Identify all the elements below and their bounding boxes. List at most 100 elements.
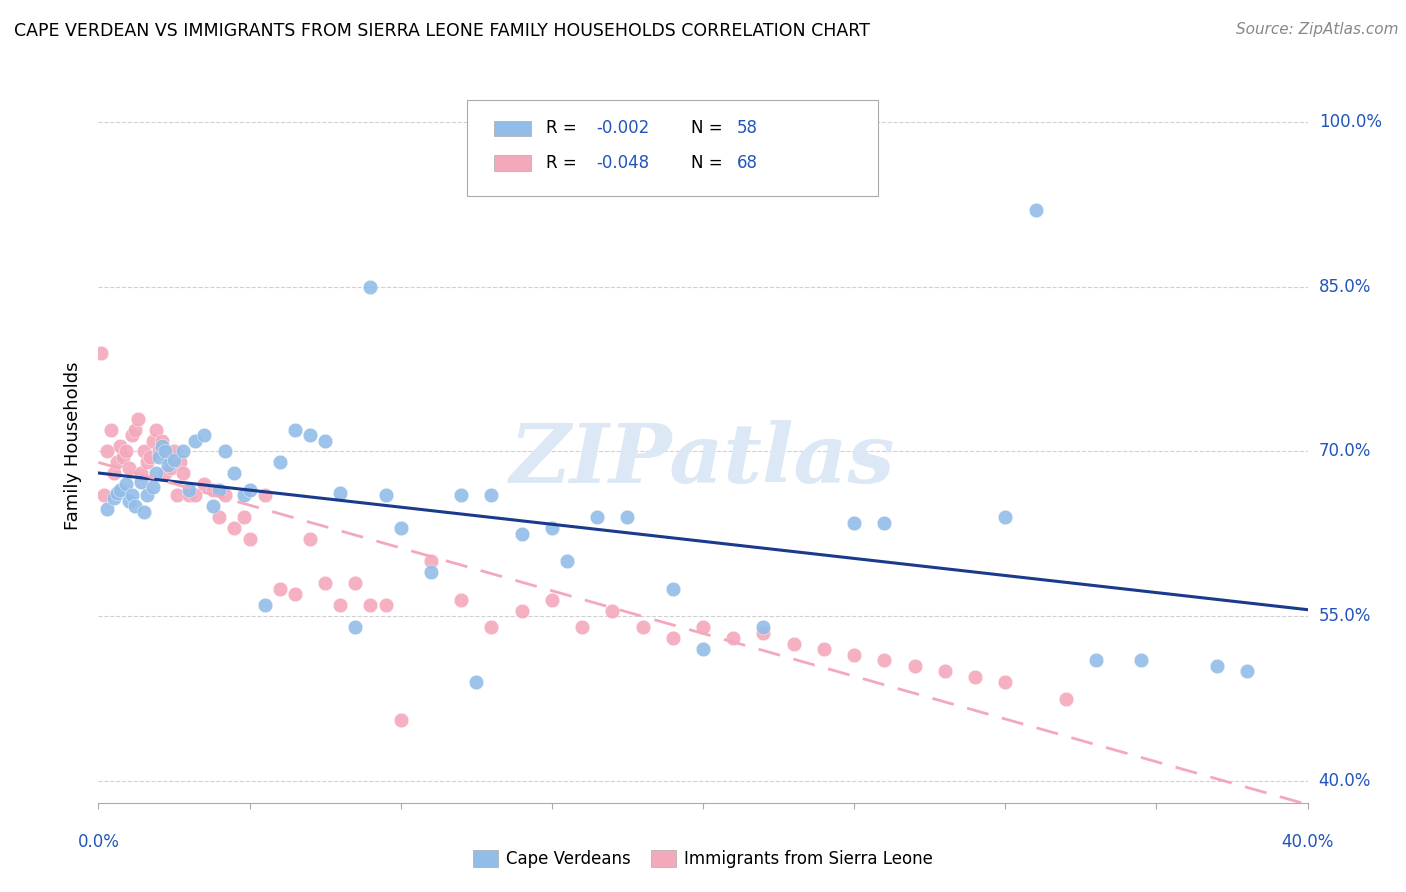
Point (172, 444, 194, 458)
Point (616, 510, 638, 524)
Point (224, 467, 246, 481)
Point (177, 488, 201, 502)
Point (752, 620, 775, 634)
Point (124, 423, 146, 437)
Point (114, 444, 136, 458)
Point (148, 444, 170, 458)
Point (129, 467, 152, 481)
Text: Source: ZipAtlas.com: Source: ZipAtlas.com (1236, 22, 1399, 37)
Point (93, 488, 115, 502)
Point (314, 434, 336, 448)
Point (145, 423, 167, 437)
Point (153, 444, 176, 458)
Point (172, 467, 194, 481)
Point (904, 658, 927, 673)
Text: 70.0%: 70.0% (1319, 442, 1371, 460)
Point (329, 598, 352, 612)
Point (148, 450, 170, 464)
Point (124, 500, 146, 514)
FancyBboxPatch shape (494, 155, 531, 170)
Point (813, 642, 835, 657)
Point (481, 620, 503, 634)
Point (153, 467, 176, 481)
FancyBboxPatch shape (494, 120, 531, 136)
Point (96, 501, 118, 516)
Point (121, 488, 143, 502)
Point (111, 450, 134, 464)
Point (284, 587, 307, 601)
Point (1054, 691, 1077, 706)
Text: 0.0%: 0.0% (77, 833, 120, 851)
Legend: Cape Verdeans, Immigrants from Sierra Leone: Cape Verdeans, Immigrants from Sierra Le… (464, 842, 942, 877)
Point (142, 434, 165, 448)
Point (202, 483, 225, 497)
Point (108, 439, 131, 453)
Point (540, 521, 562, 535)
Point (96, 444, 118, 458)
Point (145, 467, 167, 481)
Text: ZIPatlas: ZIPatlas (510, 420, 896, 500)
Point (108, 483, 131, 497)
Point (163, 453, 186, 467)
Point (129, 475, 152, 490)
FancyBboxPatch shape (467, 100, 879, 196)
Point (344, 620, 367, 634)
Point (721, 631, 744, 645)
Text: 40.0%: 40.0% (1319, 772, 1371, 789)
Point (450, 592, 472, 607)
Text: R =: R = (546, 120, 582, 137)
Point (299, 428, 322, 442)
Point (692, 620, 714, 634)
Point (156, 458, 179, 472)
Point (465, 675, 488, 690)
Point (965, 669, 987, 683)
Point (586, 510, 609, 524)
Point (163, 444, 186, 458)
Point (284, 423, 307, 437)
Text: 85.0%: 85.0% (1319, 277, 1371, 296)
Point (135, 455, 157, 469)
Point (1024, 202, 1046, 217)
Point (232, 510, 254, 524)
Point (90, 345, 112, 359)
Point (510, 526, 533, 541)
Point (374, 598, 396, 612)
Point (631, 620, 654, 634)
Point (103, 491, 125, 505)
Point (661, 631, 683, 645)
Point (540, 592, 562, 607)
Point (510, 604, 533, 618)
Point (127, 411, 149, 425)
Text: 100.0%: 100.0% (1319, 113, 1382, 131)
Point (114, 477, 136, 491)
Point (571, 620, 593, 634)
Text: 58: 58 (737, 120, 758, 137)
Point (150, 434, 173, 448)
Point (873, 653, 896, 667)
Point (184, 488, 207, 502)
Point (232, 488, 254, 502)
Y-axis label: Family Households: Family Households (63, 362, 82, 530)
Point (132, 444, 155, 458)
Point (224, 521, 246, 535)
Point (269, 455, 291, 469)
Point (184, 434, 207, 448)
Point (160, 461, 183, 475)
Point (329, 486, 352, 500)
Point (873, 516, 896, 530)
Point (844, 648, 866, 662)
Point (253, 488, 276, 502)
Point (994, 675, 1017, 690)
Point (239, 533, 262, 547)
Point (177, 483, 201, 497)
Point (481, 488, 503, 502)
Point (166, 488, 188, 502)
Point (344, 576, 367, 591)
Point (661, 582, 683, 596)
Point (844, 516, 866, 530)
Point (374, 488, 396, 502)
Text: N =: N = (690, 120, 728, 137)
Point (208, 483, 231, 497)
Point (782, 637, 804, 651)
Point (105, 455, 128, 469)
